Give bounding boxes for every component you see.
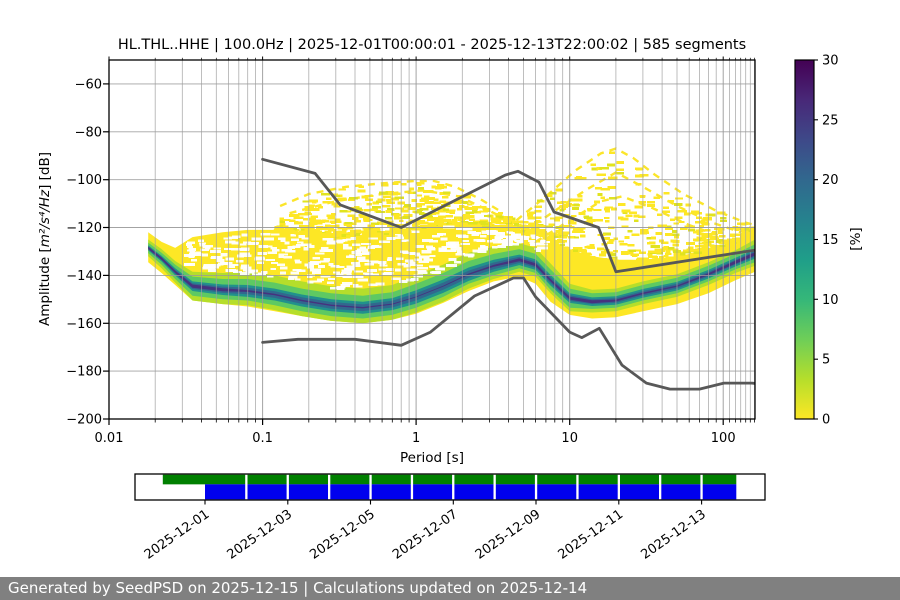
footer-text: Generated by SeedPSD on 2025-12-15 | Cal… [8, 579, 588, 597]
y-axis-label-unit: m²/s⁴/Hz [37, 189, 53, 248]
colorbar-tick-label: 30 [822, 54, 839, 69]
colorbar-tick-label: 5 [822, 353, 830, 368]
sparse-arc-3 [515, 147, 755, 227]
availability-divider [493, 474, 496, 500]
availability-bar: 2025-12-01 2025-12-03 2025-12-05 2025-12-07… [134, 473, 766, 563]
x-axis-label: Period [s] [400, 450, 464, 466]
availability-green-bar [162, 474, 737, 485]
axes-ticks-and-labels: 0.01 0.1 1 10 100 −60 −80 −100 −120 −140 −160 −180 −… [66, 56, 756, 446]
colorbar-tick-label: 0 [822, 413, 830, 428]
availability-divider [286, 474, 289, 500]
x-tick-label: 100 [711, 431, 736, 446]
sparse-dots [273, 151, 755, 263]
colorbar-tick-label: 20 [822, 173, 839, 188]
y-tick-label: −80 [75, 125, 102, 140]
availability-divider [659, 474, 662, 500]
colorbar-gradient [795, 60, 814, 419]
colorbar: 0 5 10 15 20 25 30 [794, 54, 839, 428]
y-tick-label: −140 [66, 269, 102, 284]
ppsd-sparse-speckles [273, 147, 755, 263]
availability-divider [700, 474, 703, 500]
nhnm-curve [261, 157, 755, 274]
nlnm-curve [261, 276, 755, 391]
availability-divider [369, 474, 372, 500]
footer-bar: Generated by SeedPSD on 2025-12-15 | Cal… [0, 577, 900, 600]
grid-lines [109, 60, 755, 419]
ppsd-histogram-cloud [148, 222, 755, 324]
x-tick-label: 0.01 [95, 431, 124, 446]
availability-date-label: 2025-12-05 [307, 507, 378, 563]
ppsd-band-pct-18-24 [148, 246, 755, 312]
availability-divider [328, 474, 331, 500]
plot-title: HL.THL..HHE | 100.0Hz | 2025-12-01T00:00… [117, 37, 747, 53]
availability-date-label: 2025-12-13 [638, 507, 709, 563]
ppsd-white-mottle [184, 225, 551, 291]
x-tick-label: 1 [412, 431, 420, 446]
availability-date-label: 2025-12-09 [473, 507, 544, 563]
availability-date-label: 2025-12-11 [556, 507, 627, 563]
x-tick-label: 0.1 [252, 431, 273, 446]
availability-divider [617, 474, 620, 500]
y-axis-label-suffix: ] [dB] [37, 151, 53, 190]
y-tick-label: −160 [66, 317, 102, 332]
sparse-arc-2 [289, 189, 510, 222]
availability-date-label: 2025-12-03 [225, 507, 296, 563]
availability-divider [534, 474, 538, 500]
y-tick-label: −60 [75, 77, 102, 92]
availability-divider [410, 474, 414, 500]
x-tick-label: 10 [561, 431, 578, 446]
availability-divider [245, 474, 248, 500]
availability-date-label: 2025-12-07 [390, 507, 461, 563]
y-tick-label: −120 [66, 221, 102, 236]
sparse-arc-1 [279, 179, 501, 212]
y-tick-label: −200 [66, 413, 102, 428]
colorbar-tick-label: 15 [822, 233, 839, 248]
plot-border [108, 59, 756, 420]
colorbar-tick-label: 10 [822, 293, 839, 308]
y-tick-label: −180 [66, 365, 102, 380]
availability-divider [576, 474, 579, 500]
availability-blue-bar [205, 484, 737, 500]
availability-box [134, 473, 766, 501]
availability-date-label: 2025-12-01 [142, 507, 213, 563]
ppsd-chart: 0.01 0.1 1 10 100−60−80−100−120−140−160−180−… [66, 54, 839, 563]
y-axis-label-prefix: Amplitude [ [37, 247, 53, 327]
colorbar-tick-label: 25 [822, 113, 839, 128]
availability-divider [452, 474, 455, 500]
noise-model-curves [261, 157, 755, 391]
y-axis-label: Amplitude [m²/s⁴/Hz] [dB] [37, 152, 53, 326]
colorbar-label: [%] [848, 227, 864, 251]
y-tick-label: −100 [66, 173, 102, 188]
